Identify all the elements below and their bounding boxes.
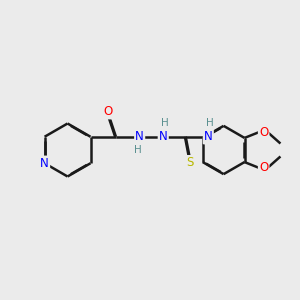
- Text: N: N: [204, 130, 213, 143]
- Text: N: N: [159, 130, 168, 143]
- Text: S: S: [186, 156, 194, 169]
- Text: H: H: [134, 145, 142, 155]
- Text: N: N: [135, 130, 144, 143]
- Text: H: H: [161, 118, 169, 128]
- Text: O: O: [259, 161, 268, 175]
- Text: O: O: [259, 125, 268, 139]
- Text: O: O: [103, 105, 113, 118]
- Text: H: H: [206, 118, 214, 128]
- Text: N: N: [40, 157, 49, 170]
